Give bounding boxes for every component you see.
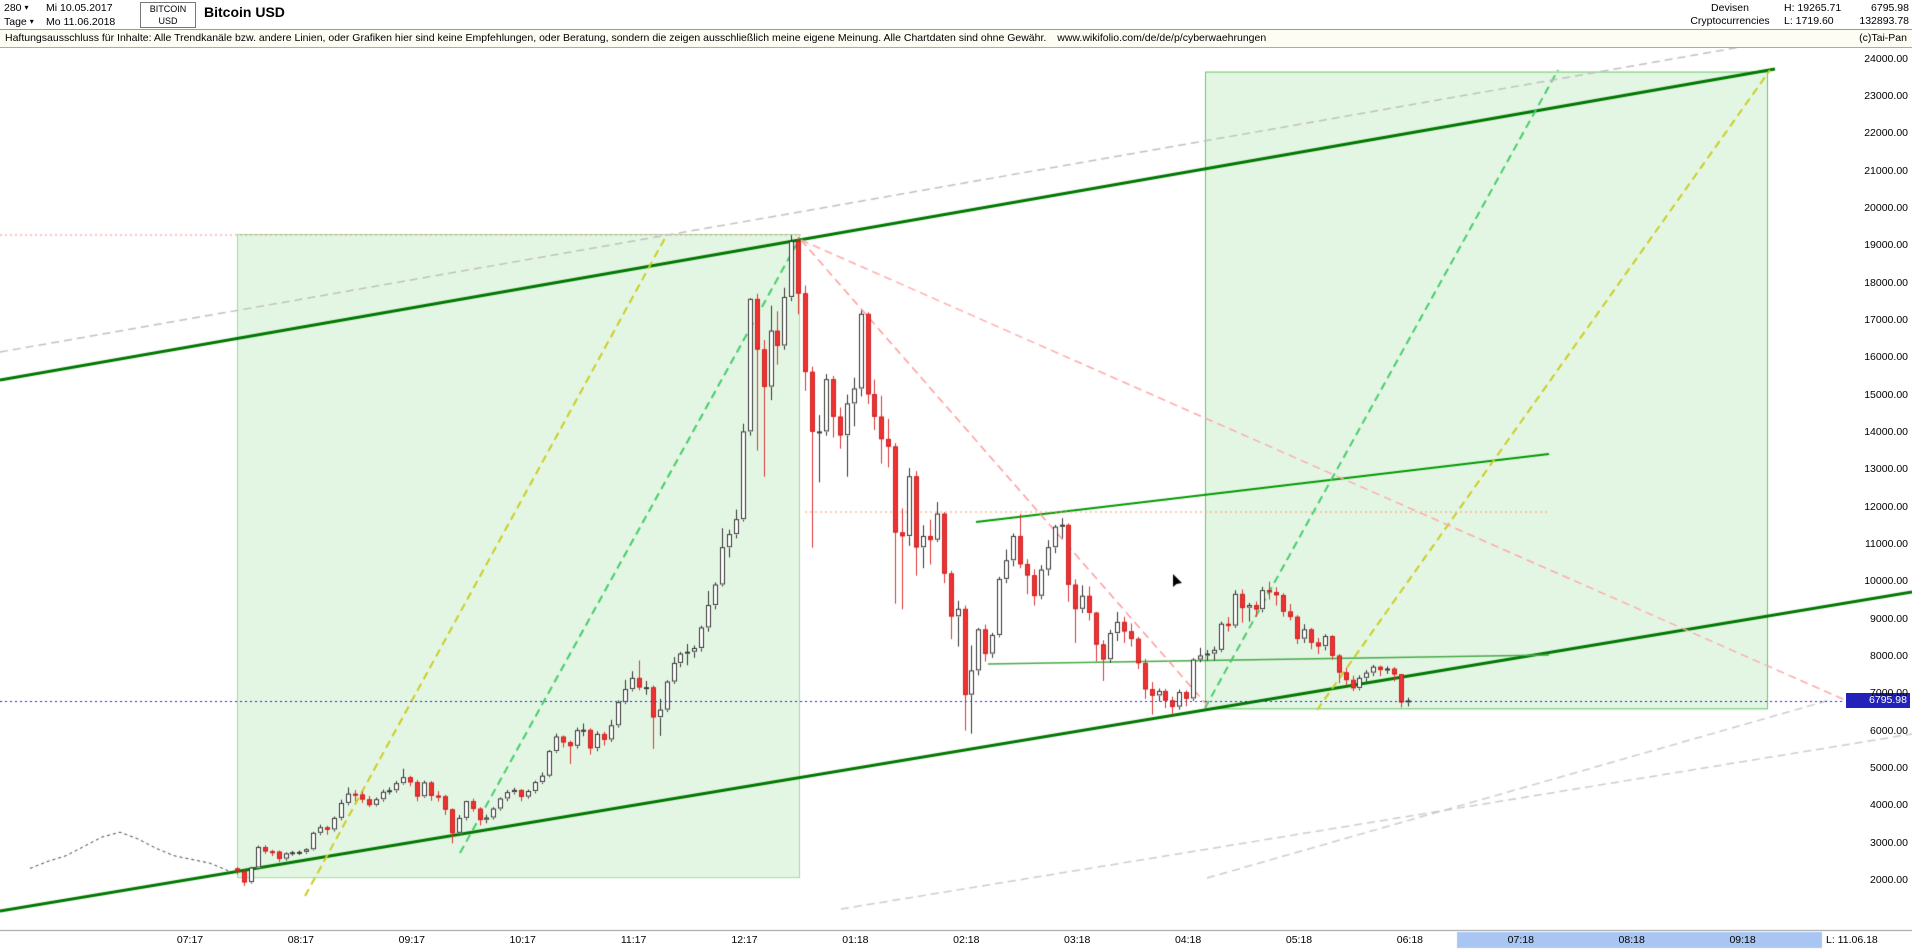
last-date-label: L: 11.06.18 — [1826, 934, 1878, 946]
symbol-box[interactable]: BITCOIN USD — [140, 2, 196, 28]
chevron-down-icon: ▾ — [24, 3, 29, 12]
time-axis-label: 08:17 — [287, 934, 315, 946]
price-axis-label: 2000.00 — [1870, 874, 1908, 886]
bars-count-value: 280 — [4, 2, 22, 14]
last-price-value: 6795.98 — [1871, 2, 1909, 14]
time-axis-label: 10:17 — [509, 934, 536, 946]
chart-title: Bitcoin USD — [204, 4, 285, 20]
price-axis-label: 23000.00 — [1864, 89, 1908, 102]
price-axis-label: 24000.00 — [1864, 52, 1908, 65]
time-axis-label: 04:18 — [1174, 934, 1202, 946]
price-axis-label: 11000.00 — [1864, 537, 1908, 550]
price-axis-label: 4000.00 — [1870, 799, 1908, 812]
price-axis-label: 8000.00 — [1870, 649, 1908, 662]
chart-region: 6795.98 24000.00 23000.00 22000.00 21000.00… — [0, 48, 1912, 952]
high-low-block: H: 19265.71 L: 1719.60 — [1784, 2, 1841, 28]
date-from: Mi 10.05.2017 — [46, 2, 113, 14]
disclaimer-bar: Haftungsausschluss für Inhalte: Alle Tre… — [0, 30, 1912, 48]
time-axis-label-future: 08:18 — [1618, 934, 1645, 946]
symbol-line2: USD — [158, 16, 178, 26]
header: 280 ▾ Mi 10.05.2017 Tage ▾ Mo 11.06.2018 B… — [0, 0, 1912, 30]
time-axis-label: 12:17 — [731, 934, 758, 946]
price-axis-label: 13000.00 — [1864, 463, 1908, 476]
price-axis-label: 14000.00 — [1864, 425, 1908, 438]
date-to: Mo 11.06.2018 — [46, 16, 116, 28]
price-axis-label: 18000.00 — [1864, 276, 1908, 289]
price-axis-label: 16000.00 — [1864, 351, 1908, 364]
price-axis-label: 7000.00 — [1870, 687, 1908, 700]
last-volume-block: 6795.98 132893.78 — [1859, 2, 1909, 28]
time-axis-label: 06:18 — [1396, 934, 1424, 946]
low-value: L: 1719.60 — [1784, 15, 1834, 27]
price-axis-label: 10000.00 — [1864, 575, 1908, 588]
price-axis-label: 17000.00 — [1864, 313, 1908, 326]
last-price-tag: 6795.98 — [1846, 692, 1910, 708]
time-axis-label: 09:17 — [398, 934, 425, 946]
volume-value: 132893.78 — [1859, 15, 1909, 27]
price-axis-label: 22000.00 — [1864, 127, 1908, 140]
price-axis-label: 15000.00 — [1864, 388, 1908, 401]
symbol-line1: BITCOIN — [149, 4, 187, 14]
time-axis-label: 11:17 — [620, 934, 647, 946]
category-devisen: Devisen — [1711, 2, 1749, 14]
price-axis-label: 6000.00 — [1870, 724, 1908, 737]
time-axis-label: 07:17 — [176, 934, 204, 946]
disclaimer-text: Haftungsausschluss für Inhalte: Alle Tre… — [5, 32, 1047, 44]
period-select[interactable]: Tage ▾ — [4, 16, 34, 28]
period-value: Tage — [4, 16, 27, 28]
time-axis-label: 02:18 — [953, 934, 980, 946]
chevron-down-icon: ▾ — [29, 17, 34, 26]
category-crypto: Cryptocurrencies — [1690, 15, 1770, 27]
price-axis-label: 19000.00 — [1864, 239, 1908, 252]
price-axis-label: 3000.00 — [1870, 836, 1908, 849]
bars-count-select[interactable]: 280 ▾ — [4, 2, 29, 14]
time-axis-label: 03:18 — [1064, 934, 1091, 946]
time-axis-label-future: 07:18 — [1507, 934, 1534, 946]
high-value: H: 19265.71 — [1784, 2, 1842, 14]
time-axis-label: 05:18 — [1285, 934, 1313, 946]
price-axis-label: 20000.00 — [1864, 201, 1908, 214]
copyright-taipan: (c)Tai-Pan — [1859, 32, 1907, 44]
price-axis-label: 12000.00 — [1864, 500, 1908, 513]
price-chart-canvas[interactable] — [0, 48, 1912, 952]
time-axis-label: 01:18 — [842, 934, 869, 946]
price-axis-label: 9000.00 — [1870, 612, 1908, 625]
category-block: Devisen Cryptocurrencies — [1678, 2, 1782, 28]
price-axis-label: 21000.00 — [1864, 164, 1908, 177]
price-axis-label: 5000.00 — [1870, 761, 1908, 774]
time-axis-label-future: 09:18 — [1729, 934, 1756, 946]
wikifolio-link[interactable]: www.wikifolio.com/de/de/p/cyberwaehrunge… — [1057, 32, 1267, 44]
